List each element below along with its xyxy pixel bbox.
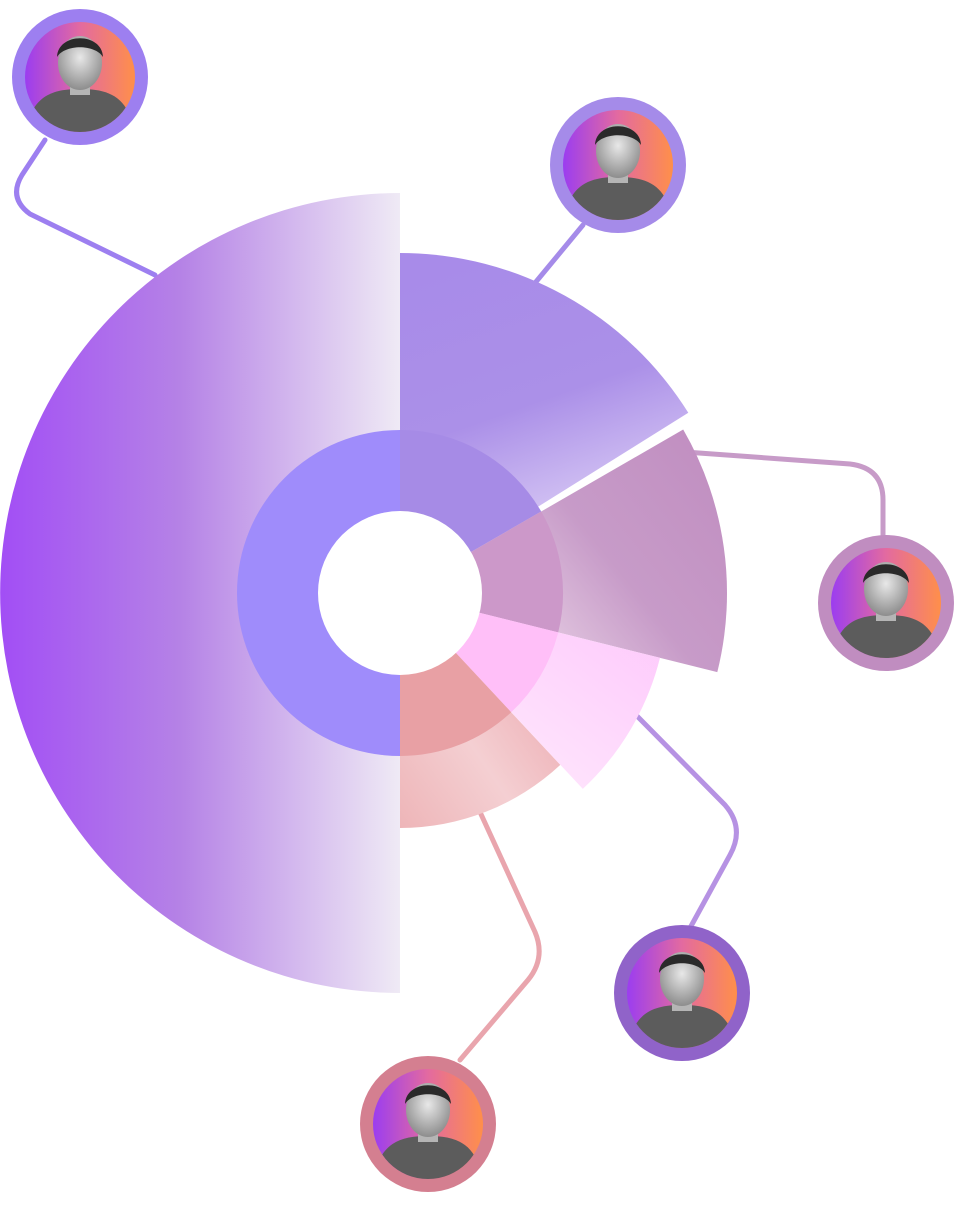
connector xyxy=(682,449,886,540)
connector xyxy=(633,712,739,931)
avatar xyxy=(550,97,686,233)
connectors xyxy=(14,137,886,1063)
connector xyxy=(14,137,158,278)
avatar xyxy=(12,9,148,145)
avatar xyxy=(614,925,750,1061)
avatar xyxy=(360,1056,496,1192)
connector xyxy=(457,809,542,1063)
outer-half-disc xyxy=(0,193,400,993)
avatar xyxy=(818,535,954,671)
ring-hole xyxy=(318,511,482,675)
connector xyxy=(532,222,586,286)
